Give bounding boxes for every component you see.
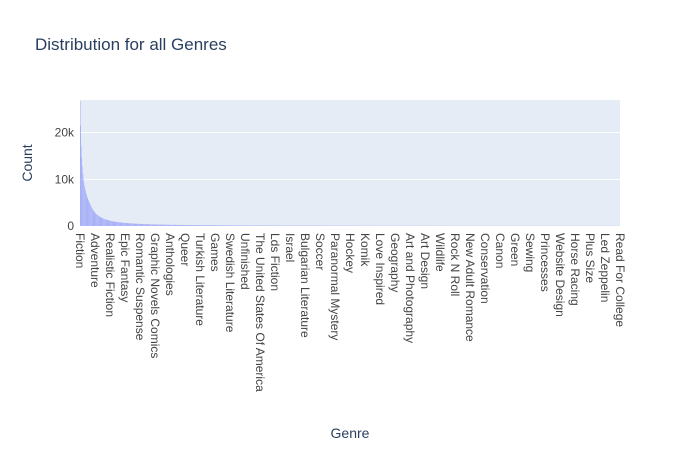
x-tick-label: Epic Fantasy — [118, 233, 132, 302]
x-tick-label: Anthologies — [163, 233, 177, 296]
x-tick-label: Love Inspired — [373, 233, 387, 305]
x-tick-label: Led Zeppelin — [598, 233, 612, 302]
x-tick-label: Romantic Suspense — [133, 233, 147, 341]
x-tick-label: Games — [208, 233, 222, 272]
plot-area — [80, 100, 620, 226]
x-tick-label: Plus Size — [583, 233, 597, 283]
x-tick-label: Geography — [388, 233, 402, 292]
chart-title: Distribution for all Genres — [35, 35, 227, 54]
x-tick-label: Israel — [283, 233, 297, 262]
y-axis-ticks: 0 10k 20k — [55, 126, 75, 233]
x-tick-label: The United States Of America — [253, 233, 267, 392]
x-tick-label: Wildlife — [433, 233, 447, 272]
x-tick-label: Rock N Roll — [448, 233, 462, 296]
x-tick-label: Swedish Literature — [223, 233, 237, 333]
x-tick-label: Lds Fiction — [268, 233, 282, 291]
x-axis-title: Genre — [331, 425, 370, 441]
x-tick-label: Realistic Fiction — [103, 233, 117, 317]
x-tick-label: Soccer — [313, 233, 327, 270]
x-tick-label: Adventure — [88, 233, 102, 288]
x-tick-label: Hockey — [343, 233, 357, 273]
y-tick-label: 10k — [55, 172, 75, 186]
x-tick-label: Unfinished — [238, 233, 252, 290]
x-tick-label: Queer — [178, 233, 192, 266]
x-tick-label: Graphic Novels Comics — [148, 233, 162, 358]
y-tick-label: 20k — [55, 126, 75, 140]
x-tick-label: Turkish Literature — [193, 233, 207, 326]
x-tick-label: Canon — [493, 233, 507, 268]
x-tick-label: Conservation — [478, 233, 492, 304]
x-tick-label: Horse Racing — [568, 233, 582, 306]
x-tick-label: Paranormal Mystery — [328, 233, 342, 340]
y-axis-title: Count — [19, 144, 35, 181]
x-tick-label: Art and Photography — [403, 233, 417, 343]
x-tick-label: Read For College — [613, 233, 627, 327]
x-tick-label: Sewing — [523, 233, 537, 272]
x-tick-label: New Adult Romance — [463, 233, 477, 342]
x-tick-label: Bulgarian Literature — [298, 233, 312, 338]
x-tick-label: Green — [508, 233, 522, 266]
x-tick-label: Website Design — [553, 233, 567, 317]
y-tick-label: 0 — [67, 219, 74, 233]
x-tick-label: Princesses — [538, 233, 552, 292]
x-tick-label: Art Design — [418, 233, 432, 289]
x-tick-label: Komik — [358, 233, 372, 267]
x-tick-label: Fiction — [73, 233, 87, 268]
